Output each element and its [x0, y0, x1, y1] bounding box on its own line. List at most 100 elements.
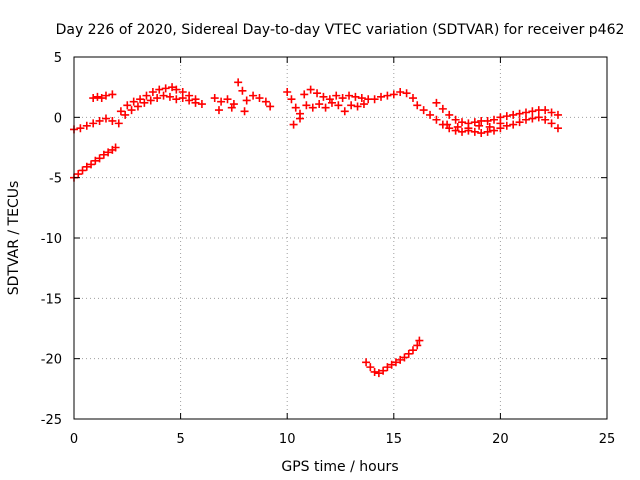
- data-point-plus: [464, 124, 473, 133]
- data-point-plus: [391, 358, 400, 367]
- data-point-plus: [108, 116, 117, 125]
- data-point-plus: [521, 115, 530, 124]
- y-tick-label: -10: [41, 232, 62, 247]
- data-point-plus: [338, 94, 347, 103]
- data-point-plus: [240, 107, 249, 116]
- data-point-plus: [82, 162, 91, 171]
- data-point-plus: [432, 115, 441, 124]
- y-tick-label: 0: [54, 111, 62, 126]
- data-point-plus: [415, 336, 424, 345]
- y-tick-label: 5: [54, 51, 62, 66]
- data-point-plus: [121, 110, 130, 119]
- x-tick-label: 0: [70, 432, 78, 447]
- data-point-plus: [413, 341, 422, 350]
- x-tick-label: 10: [279, 432, 296, 447]
- data-point-plus: [408, 346, 417, 355]
- data-point-plus: [93, 92, 102, 101]
- data-point-plus: [191, 98, 200, 107]
- data-point-plus: [534, 113, 543, 122]
- data-point-plus: [515, 109, 524, 118]
- data-point-plus: [148, 87, 157, 96]
- data-point-plus: [242, 96, 251, 105]
- data-point-plus: [553, 124, 562, 133]
- data-point-plus: [217, 97, 226, 106]
- data-point-plus: [477, 129, 486, 138]
- data-point-plus: [408, 94, 417, 103]
- data-point-plus: [101, 114, 110, 123]
- data-point-plus: [140, 98, 149, 107]
- data-point-plus: [172, 85, 181, 94]
- data-point-plus: [419, 106, 428, 115]
- data-point-plus: [327, 98, 336, 107]
- data-point-plus: [528, 114, 537, 123]
- data-point-plus: [389, 90, 398, 99]
- data-point-plus: [470, 127, 479, 136]
- data-point-plus: [116, 107, 125, 116]
- data-point-plus: [249, 91, 258, 100]
- data-point-plus: [133, 102, 142, 111]
- data-point-plus: [387, 360, 396, 369]
- data-point-plus: [357, 94, 366, 103]
- x-tick-label: 5: [176, 432, 184, 447]
- plot-frame: [73, 56, 608, 420]
- data-point-plus: [287, 95, 296, 104]
- data-point-plus: [359, 100, 368, 109]
- data-point-plus: [332, 91, 341, 100]
- data-point-plus: [178, 94, 187, 103]
- data-point-plus: [413, 101, 422, 110]
- data-point-plus: [541, 106, 550, 115]
- data-point-plus: [104, 148, 113, 157]
- data-point-plus: [255, 94, 264, 103]
- data-point-plus: [547, 108, 556, 117]
- data-point-plus: [458, 118, 467, 127]
- data-point-plus: [76, 124, 85, 133]
- tick-labels: 0 5 10 15 20 25 5 0 -5 -10 -15 -20 -25: [41, 51, 616, 447]
- data-point-plus: [142, 91, 151, 100]
- x-tick-label: 20: [492, 432, 509, 447]
- data-point-plus: [313, 89, 322, 98]
- data-point-plus: [490, 126, 499, 135]
- data-point-plus: [383, 363, 392, 372]
- data-point-plus: [445, 110, 454, 119]
- data-point-plus: [146, 96, 155, 105]
- data-point-plus: [432, 98, 441, 107]
- data-points: [70, 78, 562, 378]
- data-point-plus: [509, 120, 518, 129]
- y-tick-label: -25: [41, 413, 62, 428]
- data-point-plus: [89, 94, 98, 103]
- data-point-plus: [509, 110, 518, 119]
- data-point-plus: [458, 127, 467, 136]
- data-point-plus: [541, 115, 550, 124]
- data-point-plus: [87, 160, 96, 169]
- data-point-plus: [334, 101, 343, 110]
- data-point-plus: [377, 92, 386, 101]
- x-tick-label: 25: [599, 432, 616, 447]
- data-point-plus: [97, 94, 106, 103]
- data-point-plus: [470, 118, 479, 127]
- data-point-plus: [223, 95, 232, 104]
- data-point-plus: [127, 106, 136, 115]
- data-point-plus: [383, 91, 392, 100]
- data-point-plus: [172, 95, 181, 104]
- data-point-plus: [345, 91, 354, 100]
- data-point-plus: [370, 95, 379, 104]
- data-point-plus: [366, 363, 375, 372]
- data-point-plus: [295, 114, 304, 123]
- data-point-plus: [197, 100, 206, 109]
- data-point-plus: [238, 86, 247, 95]
- data-point-plus: [347, 101, 356, 110]
- data-point-plus: [453, 122, 462, 131]
- data-point-plus: [515, 118, 524, 127]
- data-point-plus: [161, 84, 170, 93]
- data-point-plus: [496, 119, 505, 128]
- data-point-plus: [547, 119, 556, 128]
- data-point-plus: [362, 358, 371, 367]
- data-point-plus: [165, 92, 174, 101]
- data-point-plus: [74, 170, 83, 179]
- data-point-plus: [129, 97, 138, 106]
- chart-title: Day 226 of 2020, Sidereal Day-to-day VTE…: [56, 22, 625, 38]
- data-point-plus: [528, 107, 537, 116]
- data-point-plus: [396, 87, 405, 96]
- x-tick-label: 15: [386, 432, 403, 447]
- data-point-plus: [490, 115, 499, 124]
